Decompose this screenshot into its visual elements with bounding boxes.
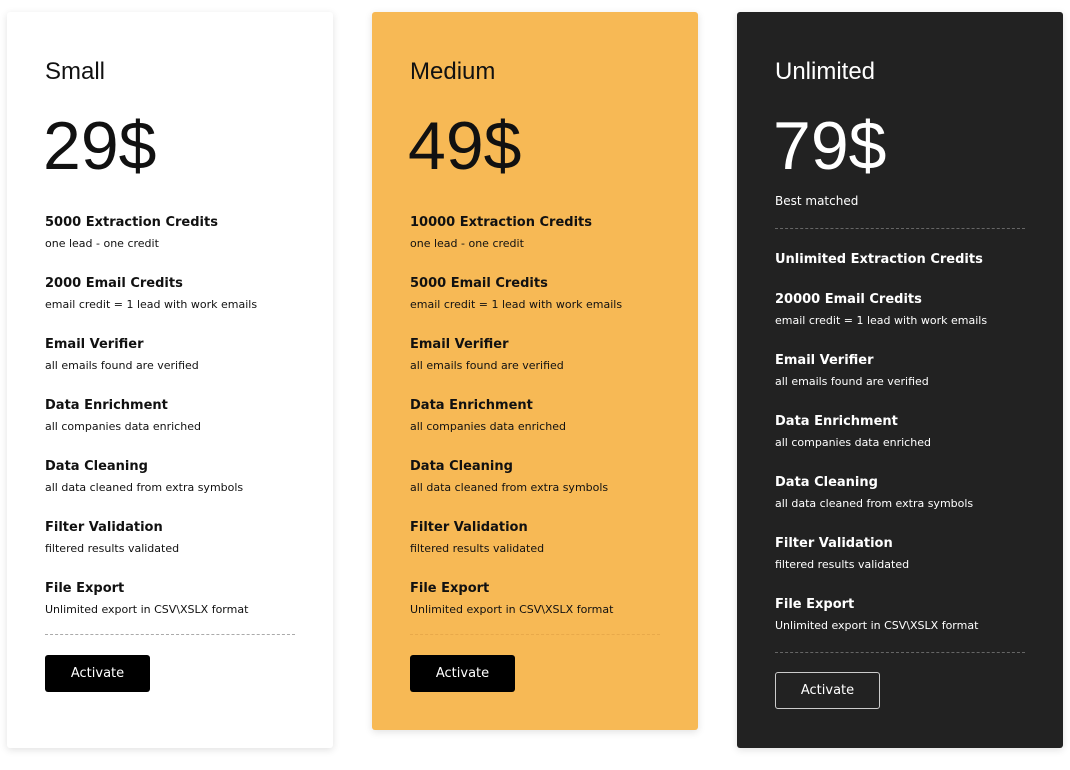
feature-title: Data Enrichment xyxy=(410,398,533,413)
feature-item: File Export Unlimited export in CSV\XSLX … xyxy=(775,596,1025,657)
feature-title: 10000 Extraction Credits xyxy=(410,215,592,230)
plan-card-medium: Medium 49$ 10000 Extraction Credits one l… xyxy=(372,12,698,730)
activate-button[interactable]: Activate xyxy=(410,655,515,692)
plan-name: Unlimited xyxy=(775,58,876,85)
feature-item: Filter Validation filtered results valida… xyxy=(775,535,1025,596)
feature-title: Email Verifier xyxy=(775,353,874,368)
feature-item: 2000 Email Credits email credit = 1 lead … xyxy=(45,275,295,336)
feature-description: all companies data enriched xyxy=(410,420,566,433)
feature-item: Email Verifier all emails found are verif… xyxy=(775,352,1025,413)
feature-description: email credit = 1 lead with work emails xyxy=(45,298,258,311)
plan-price: 29$ xyxy=(43,108,157,184)
feature-title: 20000 Email Credits xyxy=(775,292,922,307)
feature-item: 10000 Extraction Credits one lead - one c… xyxy=(410,214,660,275)
feature-title: 5000 Extraction Credits xyxy=(45,215,218,230)
feature-item: Data Enrichment all companies data enrich… xyxy=(45,397,295,458)
feature-description: filtered results validated xyxy=(775,558,910,571)
feature-description: all data cleaned from extra symbols xyxy=(45,481,244,494)
feature-item: Data Cleaning all data cleaned from extra… xyxy=(45,458,295,519)
plan-name: Medium xyxy=(410,58,496,85)
feature-title: Data Enrichment xyxy=(45,398,168,413)
feature-title: Data Enrichment xyxy=(775,414,898,429)
feature-list: 10000 Extraction Credits one lead - one c… xyxy=(410,214,660,641)
feature-description: all companies data enriched xyxy=(45,420,201,433)
feature-title: Data Cleaning xyxy=(410,459,513,474)
feature-item: Data Cleaning all data cleaned from extra… xyxy=(775,474,1025,535)
feature-item: Filter Validation filtered results valida… xyxy=(45,519,295,580)
feature-description: Unlimited export in CSV\XSLX format xyxy=(775,619,979,632)
plan-note: Best matched xyxy=(775,194,859,208)
feature-item: Unlimited Extraction Credits xyxy=(775,251,1025,291)
feature-item: File Export Unlimited export in CSV\XSLX … xyxy=(45,580,295,641)
feature-description: one lead - one credit xyxy=(410,237,524,250)
feature-item: 20000 Email Credits email credit = 1 lead… xyxy=(775,291,1025,352)
feature-description: all data cleaned from extra symbols xyxy=(410,481,609,494)
feature-title: Email Verifier xyxy=(410,337,509,352)
feature-description: all emails found are verified xyxy=(775,375,929,388)
feature-item: Data Enrichment all companies data enrich… xyxy=(775,413,1025,474)
feature-description: all companies data enriched xyxy=(775,436,931,449)
feature-title: File Export xyxy=(775,597,855,612)
divider xyxy=(775,228,1025,229)
feature-description: all emails found are verified xyxy=(45,359,199,372)
feature-item: Data Cleaning all data cleaned from extra… xyxy=(410,458,660,519)
feature-title: Filter Validation xyxy=(775,536,893,551)
feature-item: 5000 Email Credits email credit = 1 lead … xyxy=(410,275,660,336)
feature-item: Email Verifier all emails found are verif… xyxy=(410,336,660,397)
feature-item: Email Verifier all emails found are verif… xyxy=(45,336,295,397)
feature-title: Data Cleaning xyxy=(45,459,148,474)
feature-description: all data cleaned from extra symbols xyxy=(775,497,974,510)
feature-item: Filter Validation filtered results valida… xyxy=(410,519,660,580)
feature-title: 5000 Email Credits xyxy=(410,276,548,291)
feature-description: filtered results validated xyxy=(45,542,180,555)
activate-button[interactable]: Activate xyxy=(775,672,880,709)
plan-card-small: Small 29$ 5000 Extraction Credits one lea… xyxy=(7,12,333,748)
feature-list: 5000 Extraction Credits one lead - one cr… xyxy=(45,214,295,641)
feature-title: Filter Validation xyxy=(410,520,528,535)
feature-description: one lead - one credit xyxy=(45,237,159,250)
feature-item: File Export Unlimited export in CSV\XSLX … xyxy=(410,580,660,641)
plan-price: 79$ xyxy=(773,108,887,184)
feature-description: filtered results validated xyxy=(410,542,545,555)
feature-title: Data Cleaning xyxy=(775,475,878,490)
divider xyxy=(775,652,1025,653)
divider xyxy=(410,634,660,635)
feature-description: Unlimited export in CSV\XSLX format xyxy=(410,603,614,616)
feature-description: email credit = 1 lead with work emails xyxy=(410,298,623,311)
feature-title: File Export xyxy=(45,581,125,596)
divider xyxy=(45,634,295,635)
feature-title: Unlimited Extraction Credits xyxy=(775,252,983,267)
feature-item: 5000 Extraction Credits one lead - one cr… xyxy=(45,214,295,275)
feature-title: File Export xyxy=(410,581,490,596)
plan-name: Small xyxy=(45,58,106,85)
plan-card-unlimited: Unlimited 79$ Best matched Unlimited Ext… xyxy=(737,12,1063,748)
plan-price: 49$ xyxy=(408,108,522,184)
activate-button[interactable]: Activate xyxy=(45,655,150,692)
feature-title: 2000 Email Credits xyxy=(45,276,183,291)
feature-title: Email Verifier xyxy=(45,337,144,352)
feature-description: all emails found are verified xyxy=(410,359,564,372)
feature-description: Unlimited export in CSV\XSLX format xyxy=(45,603,249,616)
feature-list: Unlimited Extraction Credits 20000 Email … xyxy=(775,251,1025,657)
feature-item: Data Enrichment all companies data enrich… xyxy=(410,397,660,458)
feature-description: email credit = 1 lead with work emails xyxy=(775,314,988,327)
feature-title: Filter Validation xyxy=(45,520,163,535)
